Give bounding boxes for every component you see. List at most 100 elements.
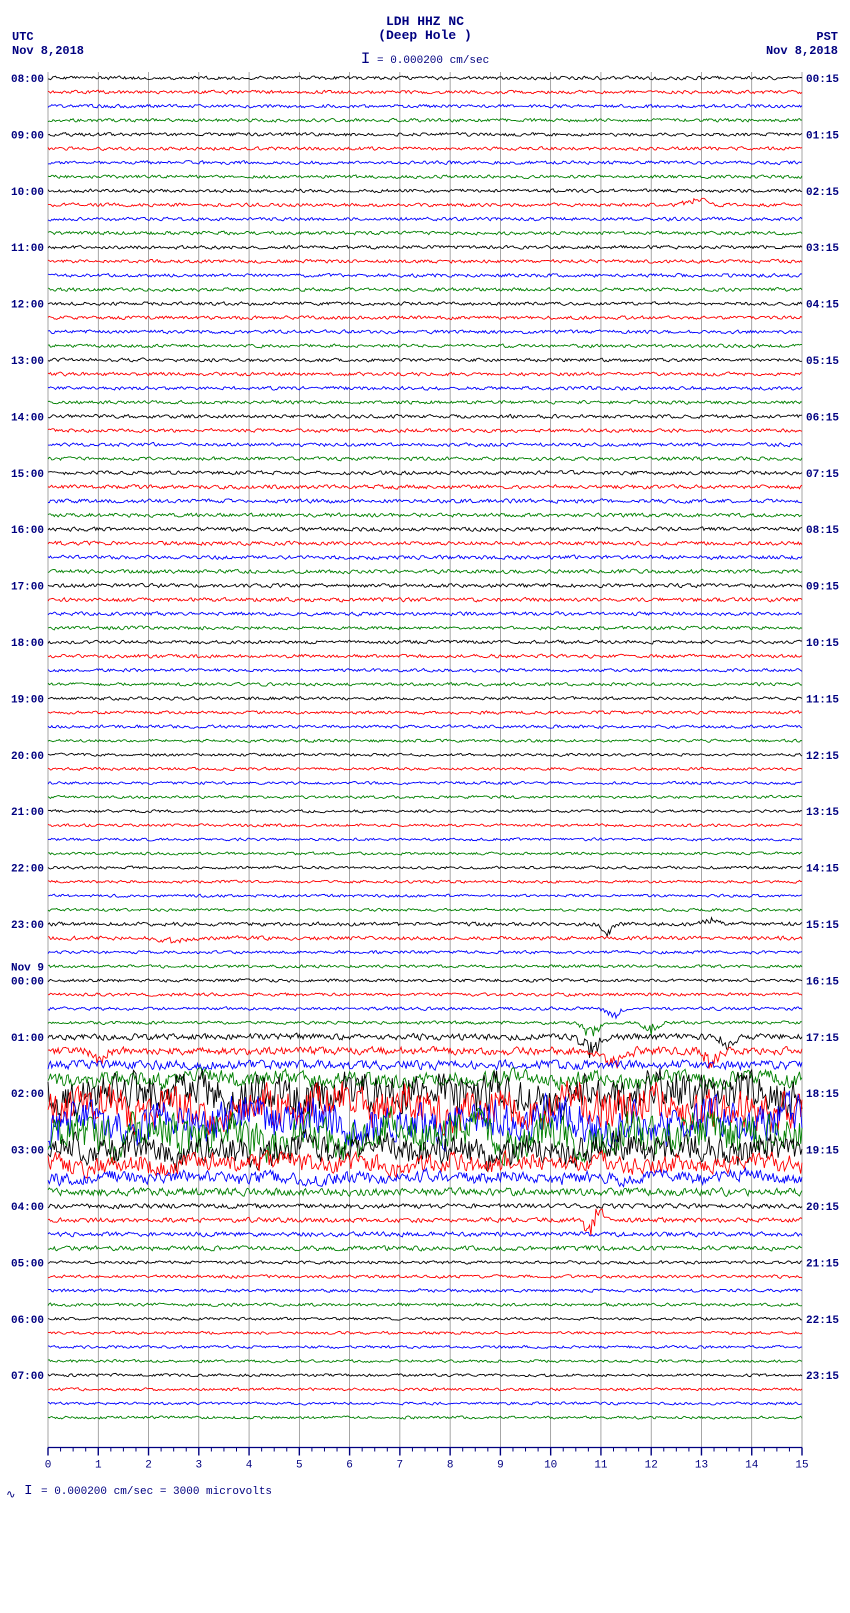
x-tick-label: 4 bbox=[246, 1460, 253, 1471]
trace-row bbox=[48, 118, 802, 122]
trace-row bbox=[48, 288, 802, 292]
utc-time-label: 19:00 bbox=[11, 694, 44, 706]
pst-time-label: 09:15 bbox=[806, 582, 839, 594]
trace-row bbox=[48, 725, 802, 729]
utc-time-label: 17:00 bbox=[11, 582, 44, 594]
pst-time-label: 11:15 bbox=[806, 694, 839, 706]
utc-time-label: 01:00 bbox=[11, 1033, 44, 1045]
trace-row bbox=[48, 1188, 802, 1197]
trace-row bbox=[48, 936, 802, 943]
trace-row bbox=[48, 302, 802, 306]
utc-time-label: 16:00 bbox=[11, 525, 44, 537]
trace-row bbox=[48, 175, 802, 179]
pst-time-label: 12:15 bbox=[806, 751, 839, 763]
pst-time-label: 04:15 bbox=[806, 300, 839, 312]
x-tick-label: 11 bbox=[594, 1460, 608, 1471]
utc-time-label: 22:00 bbox=[11, 864, 44, 876]
trace-row bbox=[48, 541, 802, 546]
trace-row bbox=[48, 965, 802, 968]
x-tick-label: 13 bbox=[695, 1460, 708, 1471]
pst-time-label: 20:15 bbox=[806, 1202, 839, 1214]
x-tick-label: 10 bbox=[544, 1460, 557, 1471]
trace-row bbox=[48, 1021, 802, 1036]
trace-row bbox=[48, 1331, 802, 1334]
utc-time-label: 23:00 bbox=[11, 920, 44, 932]
pst-time-label: 06:15 bbox=[806, 412, 839, 424]
trace-row bbox=[48, 499, 802, 503]
utc-time-label: 05:00 bbox=[11, 1258, 44, 1270]
utc-time-label: 20:00 bbox=[11, 751, 44, 763]
trace-row bbox=[48, 979, 802, 983]
pst-time-label: 07:15 bbox=[806, 469, 839, 481]
trace-row bbox=[48, 1317, 802, 1320]
trace-row bbox=[48, 711, 802, 715]
trace-row bbox=[48, 908, 802, 911]
seismogram-plot: 0123456789101112131415TIME (MINUTES)08:0… bbox=[0, 60, 850, 1475]
trace-row bbox=[48, 513, 802, 518]
utc-time-label: 08:00 bbox=[11, 74, 44, 86]
trace-row bbox=[48, 894, 802, 897]
trace-row bbox=[48, 273, 802, 277]
utc-time-label: 12:00 bbox=[11, 300, 44, 312]
trace-row bbox=[48, 330, 802, 334]
trace-row bbox=[48, 626, 802, 630]
pst-time-label: 13:15 bbox=[806, 807, 839, 819]
utc-time-label: 18:00 bbox=[11, 638, 44, 650]
trace-row bbox=[48, 344, 802, 348]
utc-time-label: 13:00 bbox=[11, 356, 44, 368]
pst-time-label: 18:15 bbox=[806, 1089, 839, 1101]
x-tick-label: 7 bbox=[397, 1460, 404, 1471]
footer-scale-text: ∿ I = 0.000200 cm/sec = 3000 microvolts bbox=[6, 1483, 850, 1502]
trace-row bbox=[48, 198, 802, 207]
seismogram-svg: 0123456789101112131415TIME (MINUTES)08:0… bbox=[0, 60, 850, 1470]
trace-row bbox=[48, 1246, 802, 1251]
trace-row bbox=[48, 880, 802, 883]
pst-time-label: 19:15 bbox=[806, 1146, 839, 1158]
pst-time-label: 01:15 bbox=[806, 130, 839, 142]
utc-midnight-date: Nov 9 bbox=[11, 962, 44, 974]
trace-row bbox=[48, 316, 802, 320]
pst-time-label: 23:15 bbox=[806, 1371, 839, 1383]
trace-row bbox=[48, 1261, 802, 1265]
trace-row bbox=[48, 485, 802, 490]
pst-time-label: 00:15 bbox=[806, 74, 839, 86]
chart-title-line2: (Deep Hole ) bbox=[0, 28, 850, 43]
pst-time-label: 17:15 bbox=[806, 1033, 839, 1045]
trace-row bbox=[48, 1168, 802, 1186]
utc-time-label: 21:00 bbox=[11, 807, 44, 819]
trace-row bbox=[48, 1360, 802, 1363]
trace-row bbox=[48, 429, 802, 433]
x-tick-label: 9 bbox=[497, 1460, 504, 1471]
trace-row bbox=[48, 259, 802, 263]
utc-time-label: 15:00 bbox=[11, 469, 44, 481]
trace-row bbox=[48, 1303, 802, 1307]
utc-time-label: 02:00 bbox=[11, 1089, 44, 1101]
x-tick-label: 15 bbox=[795, 1460, 808, 1471]
trace-row bbox=[48, 597, 802, 602]
trace-row bbox=[48, 951, 802, 954]
x-tick-label: 12 bbox=[645, 1460, 658, 1471]
trace-row bbox=[48, 669, 802, 673]
pst-time-label: 22:15 bbox=[806, 1315, 839, 1327]
trace-row bbox=[48, 90, 802, 94]
trace-row bbox=[48, 852, 802, 855]
trace-row bbox=[48, 993, 802, 997]
pst-time-label: 02:15 bbox=[806, 187, 839, 199]
pst-time-label: 21:15 bbox=[806, 1258, 839, 1270]
trace-row bbox=[48, 697, 802, 701]
trace-row bbox=[48, 612, 802, 616]
utc-time-label: 00:00 bbox=[11, 976, 44, 988]
x-tick-label: 3 bbox=[195, 1460, 202, 1471]
trace-row bbox=[48, 245, 802, 249]
trace-row bbox=[48, 147, 802, 151]
x-tick-label: 6 bbox=[346, 1460, 353, 1471]
trace-row bbox=[48, 918, 802, 937]
trace-row bbox=[48, 1232, 802, 1237]
trace-row bbox=[48, 654, 802, 658]
trace-row bbox=[48, 838, 802, 841]
trace-row bbox=[48, 231, 802, 235]
utc-time-label: 11:00 bbox=[11, 243, 44, 255]
utc-time-label: 03:00 bbox=[11, 1146, 44, 1158]
trace-row bbox=[48, 767, 802, 770]
pst-time-label: 14:15 bbox=[806, 864, 839, 876]
